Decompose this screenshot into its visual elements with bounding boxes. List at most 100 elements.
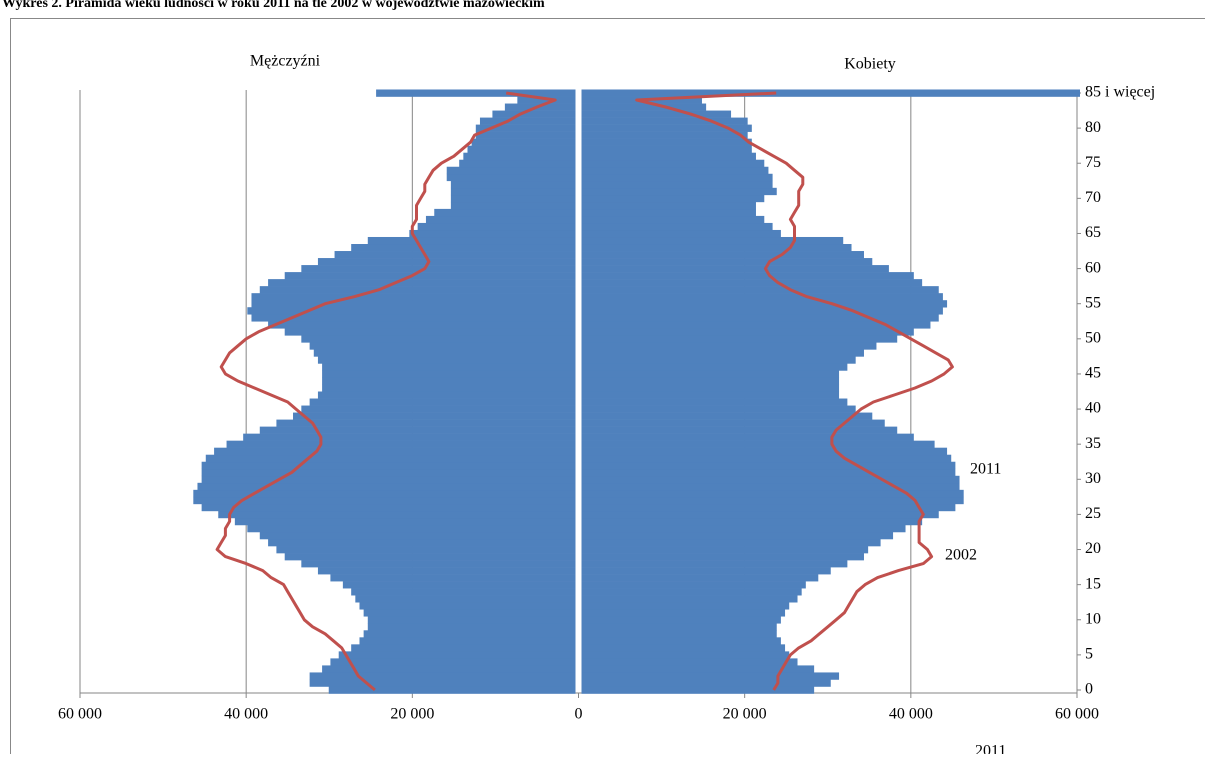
bar <box>582 679 831 686</box>
bar <box>582 511 939 518</box>
bar <box>459 160 575 167</box>
bar <box>582 258 873 265</box>
bar <box>197 483 575 490</box>
bar <box>451 195 576 202</box>
bar <box>582 244 852 251</box>
bar <box>582 637 781 644</box>
bar <box>376 89 575 96</box>
bar <box>582 399 848 406</box>
bar <box>285 553 576 560</box>
bar <box>368 237 576 244</box>
bar <box>582 356 856 363</box>
series-label: 2011 <box>970 461 1001 478</box>
bar <box>582 363 848 370</box>
bar <box>582 342 877 349</box>
y-tick-label: 40 <box>1085 400 1101 417</box>
bar <box>310 679 576 686</box>
bar <box>322 377 575 384</box>
bar <box>343 581 576 588</box>
bar <box>582 188 777 195</box>
bar <box>268 279 575 286</box>
bar <box>260 427 576 434</box>
bar <box>582 567 831 574</box>
bar <box>582 349 864 356</box>
bar <box>582 89 1081 96</box>
bar <box>582 448 948 455</box>
x-tick-label: 20 000 <box>390 706 434 723</box>
bar <box>582 237 844 244</box>
bar <box>582 623 777 630</box>
bar <box>582 209 756 216</box>
bar <box>582 469 956 476</box>
bar <box>276 546 575 553</box>
bar <box>582 216 765 223</box>
y-tick-label: 20 <box>1085 540 1101 557</box>
bar <box>318 258 576 265</box>
bar <box>463 153 575 160</box>
bar <box>582 574 819 581</box>
y-tick-label: 45 <box>1085 365 1101 382</box>
bar <box>301 406 575 413</box>
chart-title: Wykres 2. Piramida wieku ludności w roku… <box>2 0 545 11</box>
bar <box>330 574 575 581</box>
bar <box>451 181 576 188</box>
bar <box>227 441 576 448</box>
bar <box>582 504 956 511</box>
x-tick-label: 0 <box>575 706 583 723</box>
bar <box>285 328 576 335</box>
bar <box>202 462 576 469</box>
bar <box>329 686 576 693</box>
bar <box>582 427 898 434</box>
bar <box>355 595 575 602</box>
bar <box>202 469 576 476</box>
y-tick-label: 25 <box>1085 505 1101 522</box>
bar <box>351 588 575 595</box>
bar <box>582 251 864 258</box>
bar <box>364 630 576 637</box>
bar <box>310 672 576 679</box>
bar <box>582 553 864 560</box>
bar <box>582 595 798 602</box>
bar <box>202 504 576 511</box>
bar <box>451 202 576 209</box>
bar <box>582 406 856 413</box>
bar <box>301 265 575 272</box>
bar <box>301 560 575 567</box>
y-tick-label: 0 <box>1085 681 1093 698</box>
bar <box>582 630 777 637</box>
bar <box>582 616 781 623</box>
bar <box>409 230 575 237</box>
bar <box>582 560 848 567</box>
x-tick-label: 20 000 <box>723 706 767 723</box>
bar <box>582 384 840 391</box>
bar <box>582 525 906 532</box>
bar <box>582 181 773 188</box>
bar <box>582 658 798 665</box>
bar <box>218 511 575 518</box>
y-tick-label: 55 <box>1085 294 1101 311</box>
bar <box>268 321 575 328</box>
bar <box>582 370 840 377</box>
bar <box>310 342 576 349</box>
bar <box>247 525 575 532</box>
bar <box>582 483 960 490</box>
bar <box>582 581 806 588</box>
bar <box>582 532 894 539</box>
bar <box>322 363 575 370</box>
bar <box>368 623 576 630</box>
bar <box>582 153 756 160</box>
bar <box>339 651 576 658</box>
x-tick-label: 40 000 <box>224 706 268 723</box>
bar <box>351 244 575 251</box>
series-label: 2002 <box>945 547 977 564</box>
x-tick-label: 40 000 <box>889 706 933 723</box>
bar <box>322 370 575 377</box>
bar <box>447 167 576 174</box>
x-tick-label: 60 000 <box>1055 706 1099 723</box>
bar <box>318 567 576 574</box>
bar <box>582 651 790 658</box>
bar <box>582 455 952 462</box>
y-tick-label: 75 <box>1085 154 1101 171</box>
bar <box>251 293 575 300</box>
bar <box>582 286 939 293</box>
